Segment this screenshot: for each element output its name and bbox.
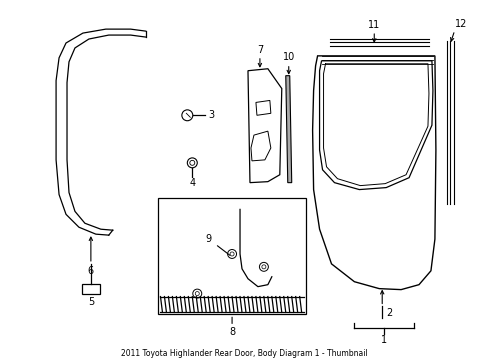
- Text: 6: 6: [88, 266, 94, 276]
- Text: 4: 4: [189, 177, 195, 188]
- Polygon shape: [247, 69, 281, 183]
- Polygon shape: [250, 131, 270, 161]
- Text: 12: 12: [454, 19, 466, 29]
- Text: 7: 7: [256, 45, 263, 55]
- Bar: [82, 284, 100, 294]
- Text: 3: 3: [208, 110, 214, 120]
- Circle shape: [262, 265, 265, 269]
- Text: 10: 10: [282, 52, 294, 62]
- Polygon shape: [312, 56, 435, 289]
- Text: 5: 5: [87, 297, 94, 306]
- Text: 2011 Toyota Highlander Rear Door, Body Diagram 1 - Thumbnail: 2011 Toyota Highlander Rear Door, Body D…: [121, 348, 366, 357]
- Text: 1: 1: [380, 335, 386, 345]
- Text: 11: 11: [367, 20, 380, 30]
- Circle shape: [182, 110, 192, 121]
- Polygon shape: [255, 100, 270, 115]
- Text: 2: 2: [385, 309, 391, 318]
- Bar: [158, 198, 305, 314]
- Circle shape: [192, 289, 202, 298]
- Circle shape: [259, 262, 268, 271]
- Circle shape: [187, 158, 197, 168]
- Circle shape: [227, 249, 236, 258]
- Circle shape: [189, 160, 194, 165]
- Circle shape: [195, 292, 199, 296]
- Polygon shape: [319, 61, 432, 190]
- Polygon shape: [285, 76, 291, 183]
- Text: 9: 9: [205, 234, 211, 244]
- Circle shape: [229, 252, 234, 256]
- Text: 8: 8: [228, 327, 235, 337]
